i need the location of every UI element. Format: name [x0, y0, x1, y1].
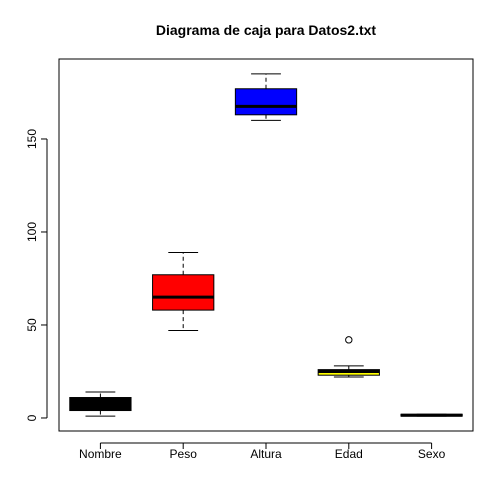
- box-nombre: [69, 391, 132, 417]
- box-edad: [317, 336, 380, 378]
- box-rect-altura: [234, 88, 298, 116]
- y-tick-label-150: 150: [25, 129, 39, 149]
- x-axis: Nombre Peso Altura Edad Sexo: [79, 442, 446, 461]
- x-tick-label-nombre: Nombre: [79, 447, 122, 461]
- box-rect-peso: [152, 274, 215, 311]
- y-tick-label-100: 100: [25, 222, 39, 242]
- box-altura: [234, 73, 298, 121]
- y-axis: 0 50 100 150: [25, 129, 48, 421]
- y-tick-label-0: 0: [25, 414, 39, 421]
- boxes-group: [69, 73, 463, 417]
- plot-frame: [58, 58, 474, 432]
- x-tick-label-edad: Edad: [335, 447, 363, 461]
- x-tick-label-altura: Altura: [250, 447, 282, 461]
- chart-title: Diagrama de caja para Datos2.txt: [156, 22, 377, 38]
- box-sexo: [400, 413, 463, 417]
- y-tick-label-50: 50: [25, 318, 39, 332]
- x-tick-label-sexo: Sexo: [418, 447, 446, 461]
- outlier-edad-0: [345, 336, 353, 344]
- x-tick-label-peso: Peso: [170, 447, 198, 461]
- box-peso: [152, 251, 215, 332]
